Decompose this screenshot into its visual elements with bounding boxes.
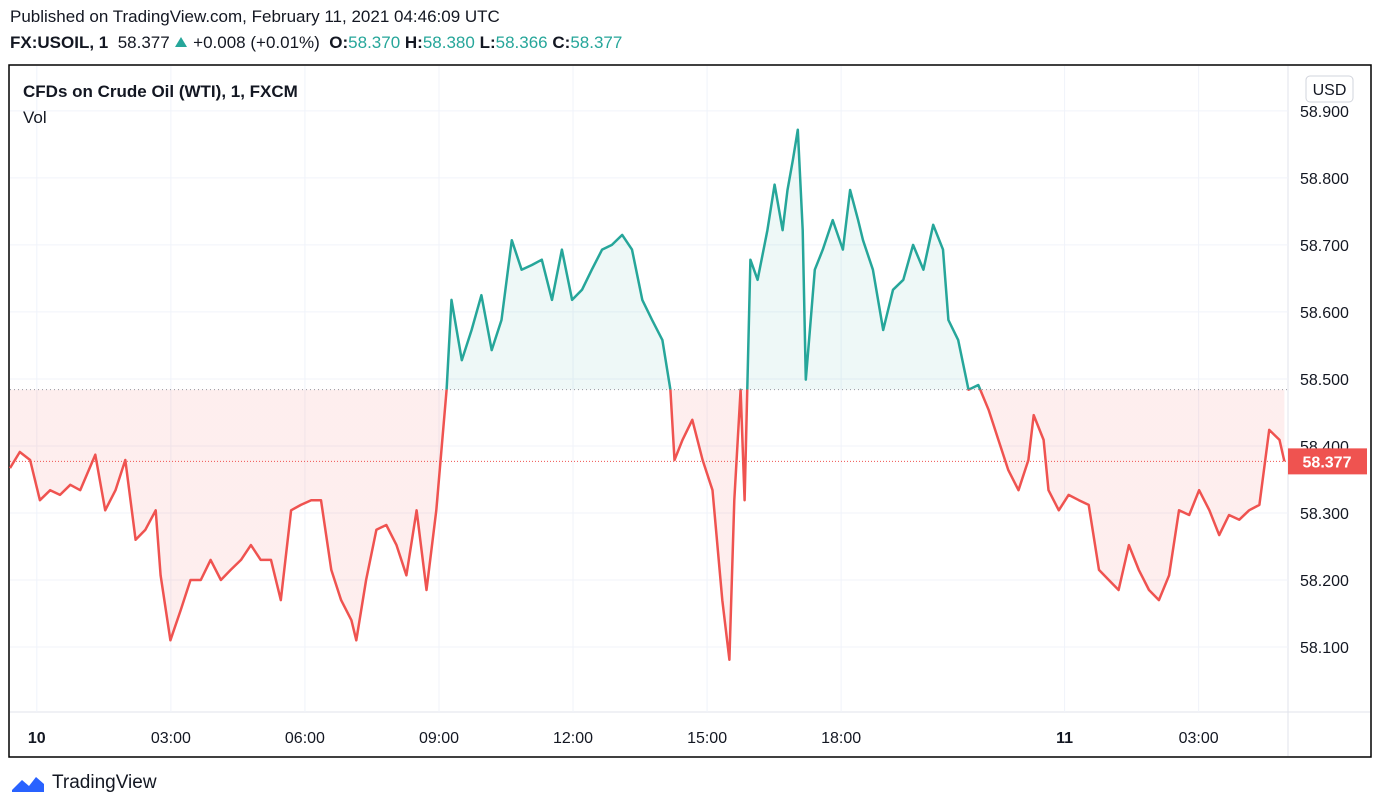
symbol-line: FX:USOIL, 1 58.377 +0.008 (+0.01%) O:58.…: [10, 33, 622, 53]
ohlc-label: H:: [404, 33, 423, 52]
currency-badge: [1305, 75, 1354, 103]
currency: USD: [1313, 82, 1347, 99]
x-tick-label: 11: [1056, 730, 1073, 747]
ohlc-label: C:: [552, 33, 571, 52]
last-price-badge: [1288, 448, 1367, 475]
x-tick-label: 15:00: [687, 730, 727, 747]
ohlc-value: 58.370: [348, 33, 401, 52]
y-tick-label: 58.900: [1300, 104, 1349, 121]
ohlc-value: 58.380: [422, 33, 475, 52]
brand: TradingView: [52, 772, 157, 793]
last-price: 58.377: [117, 33, 170, 52]
ohlc-value: 58.366: [495, 33, 548, 52]
y-tick-label: 58.400: [1300, 439, 1349, 456]
x-tick-label: 10: [28, 730, 46, 747]
change: +0.008 (+0.01%): [193, 33, 320, 52]
ohlc-value: 58.377: [570, 33, 623, 52]
y-tick-label: 58.500: [1300, 372, 1349, 389]
y-tick-label: 58.100: [1300, 640, 1349, 657]
y-tick-label: 58.800: [1300, 171, 1349, 188]
price-line: [8, 128, 1286, 661]
up-arrow: [175, 37, 188, 47]
y-tick-label: 58.700: [1300, 238, 1349, 255]
x-tick-label: 06:00: [285, 730, 325, 747]
symbol: FX:USOIL, 1: [10, 33, 109, 52]
x-tick-label: 03:00: [151, 730, 191, 747]
indicator-label: Vol: [23, 108, 47, 127]
logo: [12, 777, 44, 792]
last-price-label: 58.377: [1303, 454, 1352, 471]
x-tick-label: 18:00: [821, 730, 861, 747]
y-tick-label: 58.600: [1300, 305, 1349, 322]
y-tick-label: 58.300: [1300, 506, 1349, 523]
x-tick-label: 03:00: [1179, 730, 1219, 747]
chart-frame: [8, 64, 1372, 758]
footer: TradingView: [10, 772, 157, 794]
chart-title: CFDs on Crude Oil (WTI), 1, FXCM: [23, 82, 298, 101]
ohlc-label: O:: [329, 33, 349, 52]
x-tick-label: 12:00: [553, 730, 593, 747]
baseline-area: [10, 129, 1285, 660]
y-tick-label: 58.200: [1300, 573, 1349, 590]
ohlc-label: L:: [479, 33, 496, 52]
published-line: Published on TradingView.com, February 1…: [10, 7, 500, 26]
x-tick-label: 09:00: [419, 730, 459, 747]
